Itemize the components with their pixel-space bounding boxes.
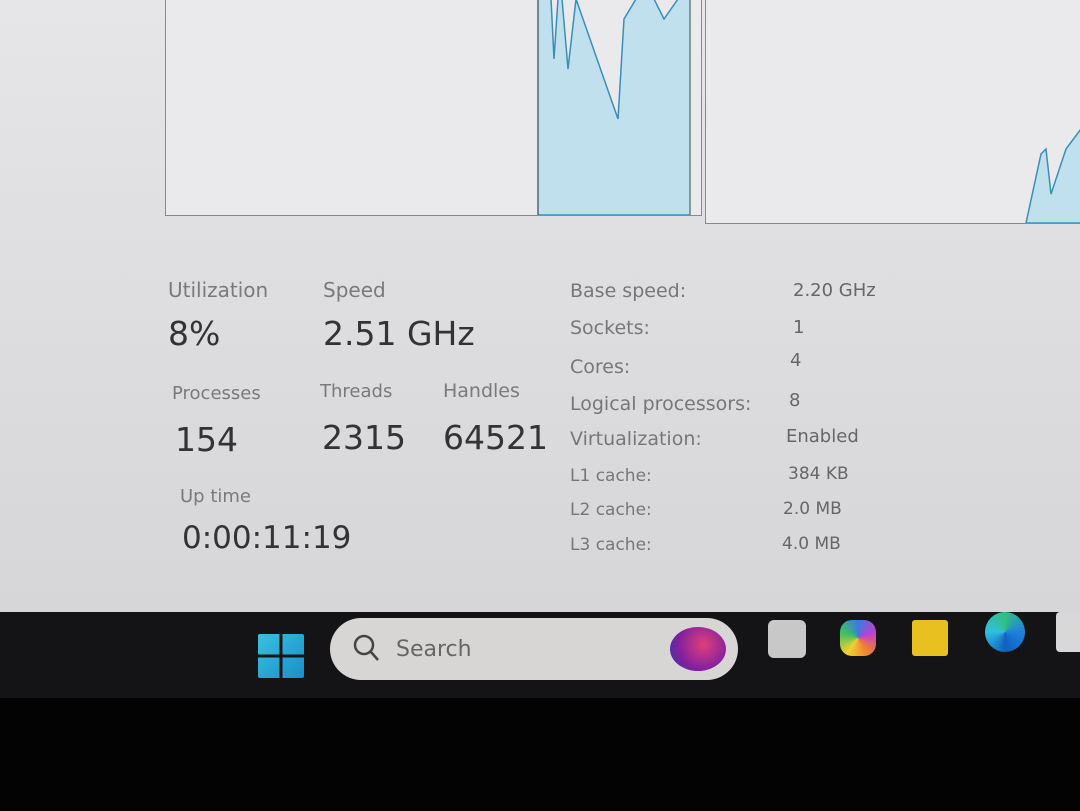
detail-value: 2.0 MB	[783, 499, 842, 519]
cpu-usage-graph	[537, 0, 691, 216]
task-manager-cpu-panel: Utilization 8% Speed 2.51 GHz Processes …	[0, 0, 1080, 612]
handles-value: 64521	[443, 418, 548, 457]
windows-start-icon[interactable]	[258, 634, 304, 678]
detail-key: L2 cache:	[570, 500, 652, 520]
detail-key: Sockets:	[570, 317, 650, 339]
detail-value: 1	[793, 317, 805, 338]
speed-label: Speed	[323, 278, 386, 302]
detail-key: Cores:	[570, 356, 631, 378]
threads-label: Threads	[320, 381, 393, 402]
utilization-label: Utilization	[168, 278, 269, 302]
detail-key: L1 cache:	[570, 466, 652, 486]
store-icon[interactable]	[1056, 612, 1080, 652]
search-icon	[353, 634, 379, 661]
detail-value: 4.0 MB	[782, 534, 841, 554]
task-view-icon[interactable]	[768, 620, 806, 658]
processes-value: 154	[175, 420, 238, 459]
handles-label: Handles	[443, 380, 520, 402]
logical-processor-graph	[705, 0, 1080, 224]
cpu-usage-area	[1025, 129, 1080, 224]
detail-value: Enabled	[786, 426, 859, 447]
detail-value: 2.20 GHz	[793, 280, 876, 301]
detail-key: Logical processors:	[570, 393, 752, 415]
uptime-label: Up time	[180, 486, 251, 507]
uptime-value: 0:00:11:19	[182, 520, 352, 556]
speed-value: 2.51 GHz	[323, 314, 475, 353]
detail-value: 384 KB	[788, 464, 849, 484]
detail-value: 8	[789, 390, 801, 411]
search-box[interactable]: Search	[330, 618, 738, 680]
cpu-usage-graph	[1025, 129, 1080, 224]
logical-processor-graph	[165, 0, 702, 216]
cpu-usage-area	[537, 0, 691, 216]
threads-value: 2315	[322, 418, 406, 457]
monitor-bezel	[0, 698, 1080, 811]
detail-key: Virtualization:	[570, 428, 702, 450]
detail-key: Base speed:	[570, 280, 687, 302]
search-highlight-icon	[670, 627, 726, 671]
search-placeholder: Search	[396, 636, 472, 662]
detail-key: L3 cache:	[570, 535, 652, 555]
processes-label: Processes	[172, 383, 261, 404]
copilot-icon[interactable]	[840, 620, 876, 656]
file-explorer-icon[interactable]	[912, 620, 948, 656]
utilization-value: 8%	[168, 314, 221, 353]
edge-icon[interactable]	[985, 612, 1025, 652]
detail-value: 4	[790, 350, 802, 371]
